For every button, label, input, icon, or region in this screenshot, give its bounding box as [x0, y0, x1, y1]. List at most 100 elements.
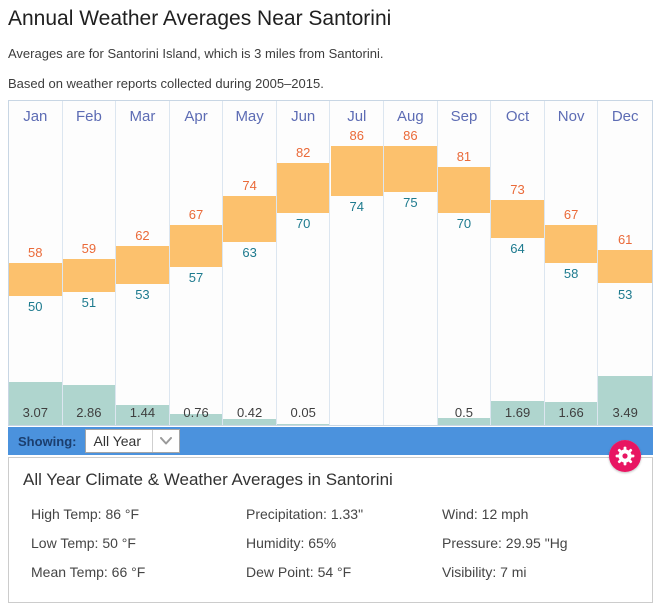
showing-bar: Showing: All Year: [8, 427, 653, 472]
high-temp-label: 82: [295, 144, 311, 160]
low-temp-label: 58: [563, 265, 579, 281]
precip-value-label: 0.05: [290, 405, 316, 420]
stat-mean-temp: Mean Temp: 66 °F: [31, 564, 146, 580]
month-label: Nov: [557, 108, 585, 125]
month-label: Aug: [397, 108, 424, 125]
precip-bar: [491, 401, 544, 425]
low-temp-label: 74: [349, 199, 365, 214]
precip-value-label: 1.69: [504, 405, 531, 420]
stat-pressure: Pressure: 29.95 "Hg: [442, 535, 568, 551]
precip-bar: [169, 414, 223, 425]
stat-precipitation: Precipitation: 1.33": [246, 506, 364, 522]
precip-bar: [9, 382, 62, 425]
precip-bar: [223, 419, 276, 425]
high-temp-label: 59: [81, 240, 97, 256]
low-temp-label: 57: [188, 269, 204, 285]
high-temp-label: 74: [242, 178, 257, 193]
precip-value-label: 0.76: [183, 405, 209, 420]
summary-panel: All Year Climate & Weather Averages in S…: [8, 457, 653, 603]
subtitle-period: Based on weather reports collected durin…: [8, 76, 324, 91]
low-temp-label: 63: [242, 244, 257, 260]
precip-value-label: 2.86: [76, 405, 102, 420]
chevron-down-icon: [151, 430, 179, 452]
showing-label: Showing:: [18, 433, 77, 449]
temp-range-bar: [169, 225, 223, 267]
stat-dew-point: Dew Point: 54 °F: [246, 564, 352, 580]
precip-value-label: 1.44: [129, 405, 156, 420]
month-label: Jul: [347, 108, 367, 125]
stat-visibility: Visibility: 7 mi: [442, 564, 527, 580]
precip-bar: [276, 424, 330, 425]
chart-column-oct: Oct 73 64 1.69: [491, 101, 545, 425]
chart-column-feb: Feb 59 51 2.86: [62, 101, 117, 425]
showing-select-value: All Year: [93, 433, 141, 449]
month-label: Mar: [129, 108, 156, 125]
month-label: May: [235, 108, 264, 125]
precip-bar: [437, 418, 491, 425]
precip-bar: [544, 401, 598, 425]
precip-value-label: 0.5: [454, 405, 473, 420]
month-label: Jan: [23, 108, 48, 125]
precip-value-label: 3.49: [612, 405, 638, 420]
month-label: Dec: [611, 108, 639, 125]
precip-value-label: 0.42: [236, 405, 263, 420]
chart-column-apr: Apr 67 57 0.76: [169, 101, 224, 425]
precip-bar: [598, 376, 652, 425]
summary-stats-grid: High Temp: 86 °F Precipitation: 1.33" Wind…: [9, 500, 652, 587]
precip-bar: [116, 404, 169, 425]
chart-column-may: May 74 63 0.42: [223, 101, 277, 425]
temp-range-bar: [9, 262, 62, 296]
climate-chart: Jan 58 50 3.07 Feb 59 51 2.86 Mar 62 53 1.44 Apr 67 57…: [8, 100, 653, 426]
stat-high-temp: High Temp: 86 °F: [31, 506, 140, 522]
precip-value-label: 1.66: [558, 405, 584, 420]
month-label: Jun: [291, 108, 316, 125]
low-temp-label: 53: [617, 286, 633, 302]
high-temp-label: 81: [456, 148, 472, 164]
low-temp-label: 50: [28, 299, 43, 314]
high-temp-label: 73: [510, 182, 525, 198]
temp-range-bar: [116, 246, 169, 284]
high-temp-label: 67: [563, 207, 579, 223]
high-temp-label: 86: [349, 128, 365, 143]
gear-icon: [609, 440, 641, 472]
low-temp-label: 64: [510, 240, 525, 256]
high-temp-label: 61: [617, 232, 633, 248]
low-temp-label: 75: [403, 194, 418, 210]
temp-range-bar: [384, 146, 437, 192]
chart-column-jun: Jun 82 70 0.05: [276, 101, 331, 425]
low-temp-label: 70: [456, 215, 472, 231]
chart-column-aug: Aug 86 75: [384, 101, 438, 425]
temp-range-bar: [276, 162, 330, 213]
stat-humidity: Humidity: 65%: [246, 535, 337, 551]
chart-column-jul: Jul 86 74: [330, 101, 385, 425]
high-temp-label: 62: [135, 228, 150, 243]
month-label: Apr: [184, 108, 208, 125]
low-temp-label: 53: [135, 286, 150, 302]
temp-range-bar: [437, 166, 491, 213]
chart-column-jan: Jan 58 50 3.07: [9, 101, 63, 425]
chart-column-mar: Mar 62 53 1.44: [116, 101, 170, 425]
temp-range-bar: [598, 250, 652, 284]
low-temp-label: 51: [81, 294, 97, 310]
low-temp-label: 70: [295, 215, 311, 231]
temp-range-bar: [223, 196, 276, 242]
settings-gear-button[interactable]: [609, 440, 641, 472]
showing-select[interactable]: All Year: [84, 429, 180, 453]
page-title: Annual Weather Averages Near Santorini: [8, 7, 392, 30]
summary-heading: All Year Climate & Weather Averages in S…: [23, 470, 393, 489]
high-temp-label: 58: [28, 244, 43, 260]
temp-range-bar: [491, 200, 544, 238]
month-label: Feb: [75, 108, 102, 125]
chart-column-sep: Sep 81 70 0.5: [437, 101, 492, 425]
temp-range-bar: [330, 146, 384, 196]
stat-wind: Wind: 12 mph: [442, 506, 529, 522]
temp-range-bar: [544, 225, 598, 263]
temp-range-bar: [62, 258, 116, 292]
precip-value-label: 3.07: [22, 405, 48, 420]
chart-column-dec: Dec 61 53 3.49: [598, 101, 652, 425]
month-label: Sep: [450, 108, 478, 125]
chart-column-nov: Nov 67 58 1.66: [544, 101, 599, 425]
precip-bar: [62, 384, 116, 425]
stat-low-temp: Low Temp: 50 °F: [31, 535, 136, 551]
